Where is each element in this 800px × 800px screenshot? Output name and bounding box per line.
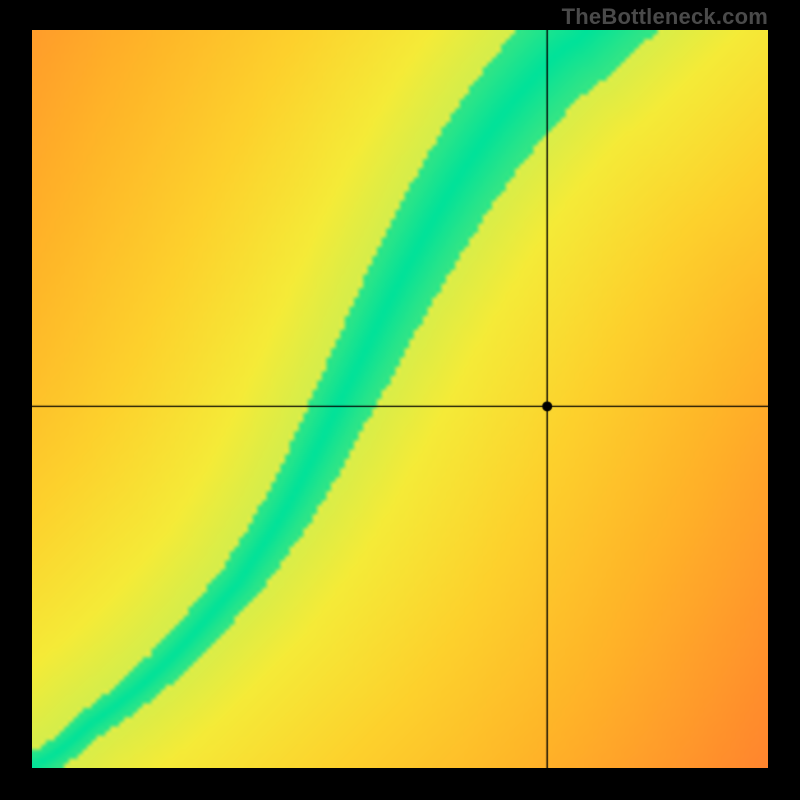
heatmap-canvas <box>32 30 768 768</box>
chart-container: TheBottleneck.com <box>0 0 800 800</box>
watermark-text: TheBottleneck.com <box>562 4 768 30</box>
